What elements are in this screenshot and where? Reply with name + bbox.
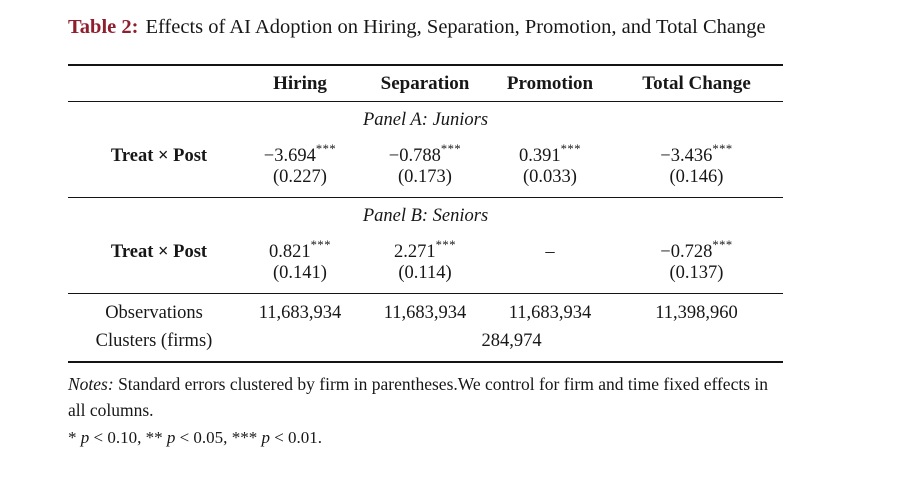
notes-text: Standard errors clustered by firm in par… [68,374,768,421]
coef-cell: −3.436*** [610,134,783,167]
panel-b-std-error-row: (0.141) (0.114) (0.137) [68,263,783,294]
empty-cell [68,263,240,294]
observations-value: 11,683,934 [360,293,490,328]
panel-a-std-error-row: (0.227) (0.173) (0.033) (0.146) [68,167,783,198]
coef-cell: −3.694*** [240,134,360,167]
sig-pvar-2: p [166,428,176,448]
coef-cell: – [490,230,610,263]
column-header-empty [68,65,240,103]
sig-threshold-1: < 0.10, [93,428,142,448]
panel-b-coefficient-row: Treat × Post 0.821*** 2.271*** – −0.728*… [68,230,783,263]
notes-text-block: Notes: Standard errors clustered by firm… [68,372,783,424]
paper-page: Table 2: Effects of AI Adoption on Hiring… [68,13,783,450]
column-header-hiring: Hiring [240,65,360,103]
std-error-value: (0.173) [398,167,452,188]
std-error-value: (0.033) [523,167,577,188]
panel-a-header-row: Panel A: Juniors [68,102,783,135]
row-label-treat-post: Treat × Post [110,242,208,263]
coef-value: 0.821 [269,242,311,263]
column-header-separation: Separation [360,65,490,103]
clusters-row: Clusters (firms) 284,974 [68,327,783,362]
panel-b-title: Panel B: Seniors [68,197,783,231]
table-caption-text: Effects of AI Adoption on Hiring, Separa… [145,16,766,38]
coef-value: −0.788 [388,146,441,167]
clusters-value: 284,974 [481,331,542,352]
observations-row: Observations 11,683,934 11,683,934 11,68… [68,293,783,328]
column-header-promotion: Promotion [490,65,610,103]
std-error-value: (0.137) [669,263,724,284]
coef-cell: −0.788*** [360,134,490,167]
significance-stars: *** [712,142,733,157]
panel-a-title: Panel A: Juniors [362,110,489,131]
panel-b-header-row: Panel B: Seniors [68,197,783,231]
table-header-row: Hiring Separation Promotion Total Change [68,65,783,103]
sig-pvar-1: p [80,428,90,448]
significance-stars: *** [440,142,462,157]
significance-stars: *** [560,142,581,157]
sig-stars-2: ** [145,428,163,448]
table-caption-number: Table 2: [68,16,139,38]
std-error-value: (0.141) [273,263,327,284]
significance-legend: * p < 0.10, ** p < 0.05, *** p < 0.01. [68,425,783,450]
significance-stars: *** [435,238,456,253]
std-error-value: (0.146) [669,167,724,188]
column-header-total-change: Total Change [610,65,783,103]
coef-cell: 0.821*** [240,230,360,263]
std-error-value: (0.227) [273,167,327,188]
significance-stars: *** [315,142,337,157]
coef-cell: 0.391*** [490,134,610,167]
coef-cell: 2.271*** [360,230,490,263]
coef-value: 0.391 [519,146,561,167]
observations-value: 11,398,960 [610,293,783,328]
coef-value: 2.271 [394,242,436,263]
notes-label: Notes: [68,374,114,395]
observations-value: 11,683,934 [240,293,360,328]
clusters-label: Clusters (firms) [95,331,213,352]
coef-cell: −0.728*** [610,230,783,263]
std-error-value [490,263,610,294]
sig-pvar-3: p [261,428,270,448]
significance-stars: *** [310,238,331,253]
sig-threshold-2: < 0.05, [179,428,228,448]
regression-table: Hiring Separation Promotion Total Change… [68,64,783,364]
coef-value: −3.436 [660,146,713,167]
coef-value: −3.694 [263,146,316,167]
sig-threshold-3: < 0.01. [274,428,323,448]
coef-value: −0.728 [660,242,713,263]
observations-label: Observations [68,293,240,328]
sig-stars-1: * [68,428,77,448]
panel-a-coefficient-row: Treat × Post −3.694*** −0.788*** 0.391**… [68,134,783,167]
table-notes: Notes: Standard errors clustered by firm… [68,372,783,450]
table-caption: Table 2: Effects of AI Adoption on Hiring… [68,13,783,42]
observations-value: 11,683,934 [490,293,610,328]
coef-value: – [545,242,555,263]
empty-cell [68,167,240,198]
sig-stars-3: *** [231,428,258,448]
row-label-treat-post: Treat × Post [110,146,208,167]
significance-stars: *** [712,238,733,253]
std-error-value: (0.114) [398,263,452,284]
